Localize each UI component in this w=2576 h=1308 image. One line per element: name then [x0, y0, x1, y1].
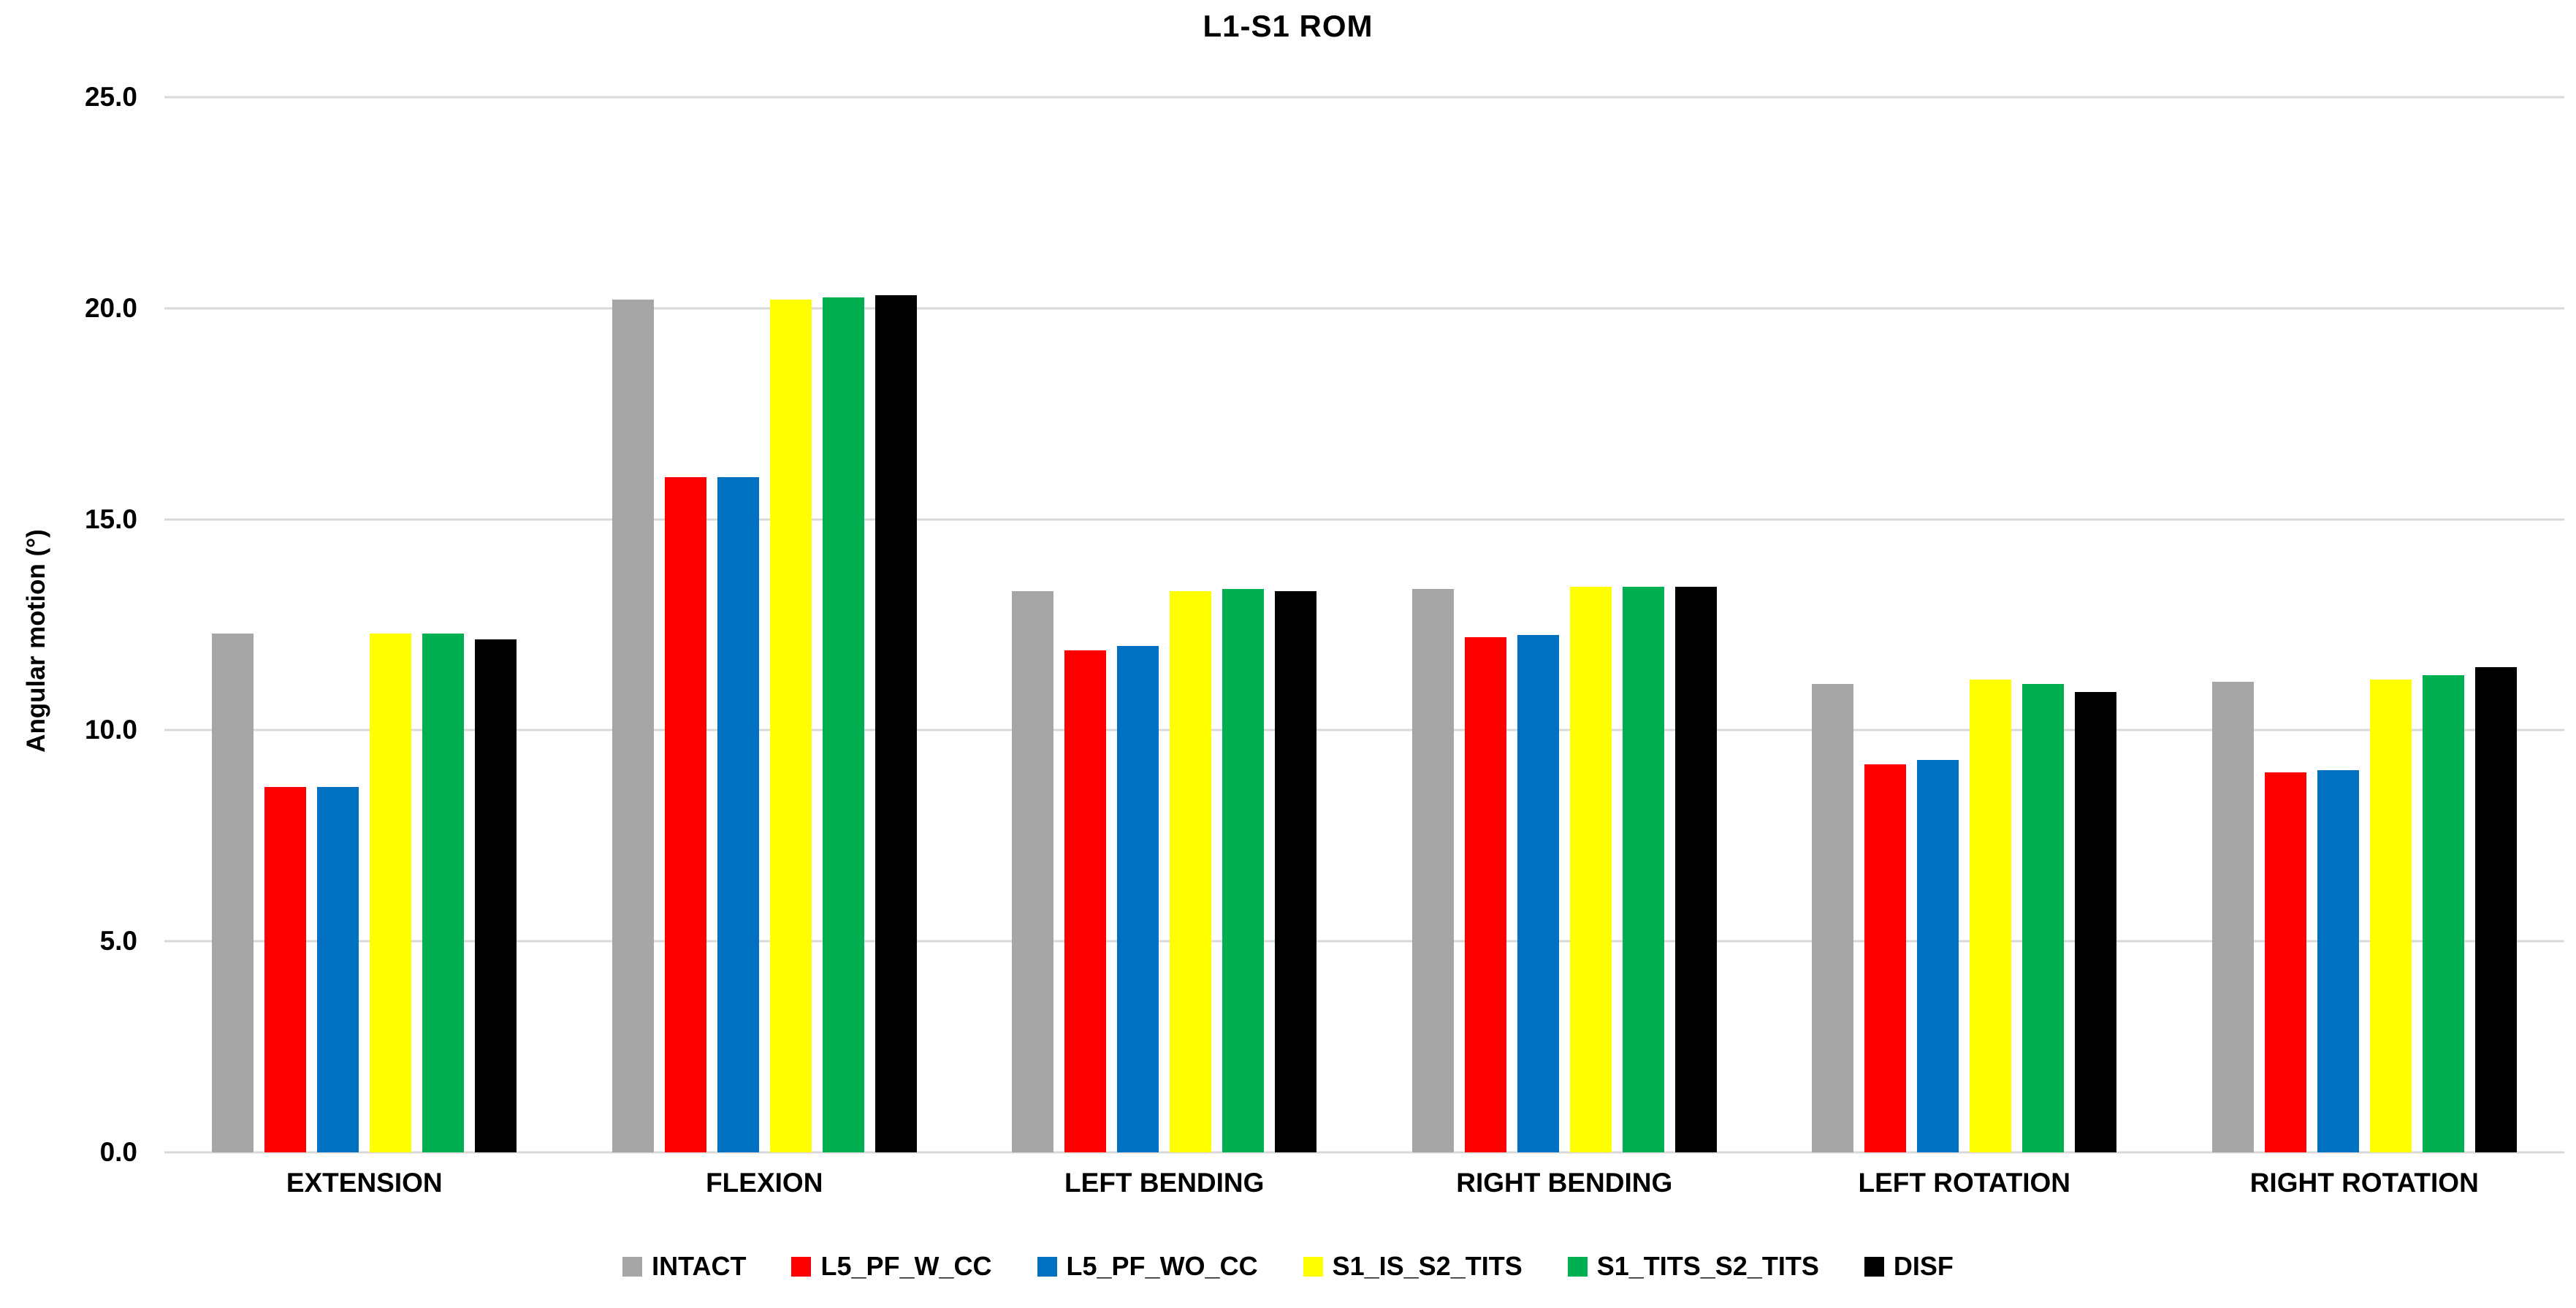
bar-s1_is_s2_tits — [2369, 680, 2412, 1152]
legend-item-s1_tits_s2_tits: S1_TITS_S2_TITS — [1567, 1251, 1819, 1282]
bar-intact — [212, 633, 254, 1152]
legend-item-intact: INTACT — [622, 1251, 746, 1282]
bar-l5_pf_wo_cc — [317, 787, 359, 1152]
gridline — [164, 307, 2564, 310]
x-axis-label: FLEXION — [706, 1168, 823, 1198]
bar-s1_is_s2_tits — [1970, 680, 2012, 1152]
legend-swatch — [791, 1256, 812, 1277]
x-axis-labels: EXTENSION FLEXION LEFT BENDING RIGHT BENDIN… — [164, 1168, 2564, 1198]
bar-intact — [1411, 588, 1454, 1152]
x-axis-label: EXTENSION — [286, 1168, 443, 1198]
legend-swatch — [1037, 1256, 1057, 1277]
bar-l5_pf_w_cc — [1064, 650, 1107, 1152]
bar-l5_pf_w_cc — [2264, 772, 2306, 1152]
legend-label: S1_TITS_S2_TITS — [1596, 1251, 1819, 1281]
x-axis-label: RIGHT ROTATION — [2249, 1168, 2479, 1198]
bar-s1_is_s2_tits — [769, 300, 812, 1152]
bar-l5_pf_w_cc — [1464, 637, 1506, 1152]
bar-group-right-bending — [1365, 97, 1765, 1152]
bar-s1_tits_s2_tits — [422, 633, 465, 1152]
y-tick-label: 0.0 — [99, 1137, 137, 1167]
bar-group-extension — [164, 97, 565, 1152]
bar-s1_tits_s2_tits — [1622, 587, 1664, 1152]
x-axis-label: LEFT BENDING — [1064, 1168, 1265, 1198]
bar-intact — [2211, 681, 2254, 1152]
bar-group-left-bending — [964, 97, 1365, 1152]
bar-l5_pf_wo_cc — [717, 476, 759, 1152]
legend-swatch — [1303, 1256, 1323, 1277]
bar-l5_pf_w_cc — [1864, 764, 1907, 1152]
bar-s1_tits_s2_tits — [2422, 675, 2464, 1152]
legend-item-s1_is_s2_tits: S1_IS_S2_TITS — [1303, 1251, 1523, 1282]
gridline — [164, 96, 2564, 99]
chart-title: L1-S1 ROM — [1203, 9, 1373, 43]
bar-l5_pf_wo_cc — [2317, 770, 2359, 1152]
legend-swatch — [622, 1256, 643, 1277]
legend-swatch — [1567, 1256, 1588, 1277]
bar-s1_is_s2_tits — [1170, 590, 1212, 1152]
legend: INTACT L5_PF_W_CC L5_PF_WO_CC S1_IS_S2_TITS… — [0, 1251, 2576, 1282]
y-tick-label: 25.0 — [84, 82, 137, 112]
legend-item-l5_pf_wo_cc: L5_PF_WO_CC — [1037, 1251, 1258, 1282]
bar-group-flexion — [565, 97, 965, 1152]
bar-disf — [1674, 587, 1717, 1152]
gridline — [164, 518, 2564, 521]
legend-item-l5_pf_w_cc: L5_PF_W_CC — [791, 1251, 992, 1282]
bar-disf — [475, 639, 517, 1152]
bar-intact — [1812, 683, 1854, 1152]
legend-label: L5_PF_W_CC — [820, 1251, 992, 1281]
bar-disf — [2075, 692, 2117, 1152]
x-axis-label: RIGHT BENDING — [1456, 1168, 1673, 1198]
bar-l5_pf_w_cc — [264, 787, 307, 1152]
legend-label: L5_PF_WO_CC — [1066, 1251, 1258, 1281]
bar-l5_pf_wo_cc — [1517, 635, 1559, 1152]
plot-area — [164, 96, 2564, 1154]
legend-item-disf: DISF — [1864, 1251, 1954, 1282]
bar-intact — [1012, 590, 1054, 1152]
gridline — [164, 940, 2564, 943]
y-tick-label: 15.0 — [84, 503, 137, 534]
legend-label: DISF — [1893, 1251, 1954, 1281]
bar-l5_pf_wo_cc — [1117, 645, 1159, 1152]
y-tick-label: 20.0 — [84, 292, 137, 323]
bar-disf — [874, 295, 917, 1152]
bar-s1_tits_s2_tits — [1222, 588, 1265, 1152]
y-tick-label: 10.0 — [84, 715, 137, 745]
bar-l5_pf_wo_cc — [1917, 759, 1959, 1152]
gridline — [164, 1151, 2564, 1154]
bar-groups — [164, 97, 2564, 1152]
gridline — [164, 729, 2564, 731]
legend-swatch — [1864, 1256, 1884, 1277]
bar-s1_tits_s2_tits — [2022, 683, 2065, 1152]
bar-l5_pf_w_cc — [664, 476, 706, 1152]
bar-group-left-rotation — [1764, 97, 2165, 1152]
y-tick-label: 5.0 — [99, 926, 137, 957]
bar-intact — [611, 300, 654, 1152]
bar-s1_is_s2_tits — [1569, 587, 1612, 1152]
y-axis-tick-labels: 25.0 20.0 15.0 10.0 5.0 0.0 — [0, 82, 137, 1167]
bar-group-right-rotation — [2165, 97, 2565, 1152]
bar-disf — [2474, 666, 2517, 1152]
legend-label: S1_IS_S2_TITS — [1332, 1251, 1523, 1281]
x-axis-label: LEFT ROTATION — [1858, 1168, 2070, 1198]
legend-label: INTACT — [652, 1251, 747, 1281]
bar-s1_is_s2_tits — [370, 633, 412, 1152]
bar-disf — [1275, 590, 1317, 1152]
bar-s1_tits_s2_tits — [822, 297, 864, 1152]
